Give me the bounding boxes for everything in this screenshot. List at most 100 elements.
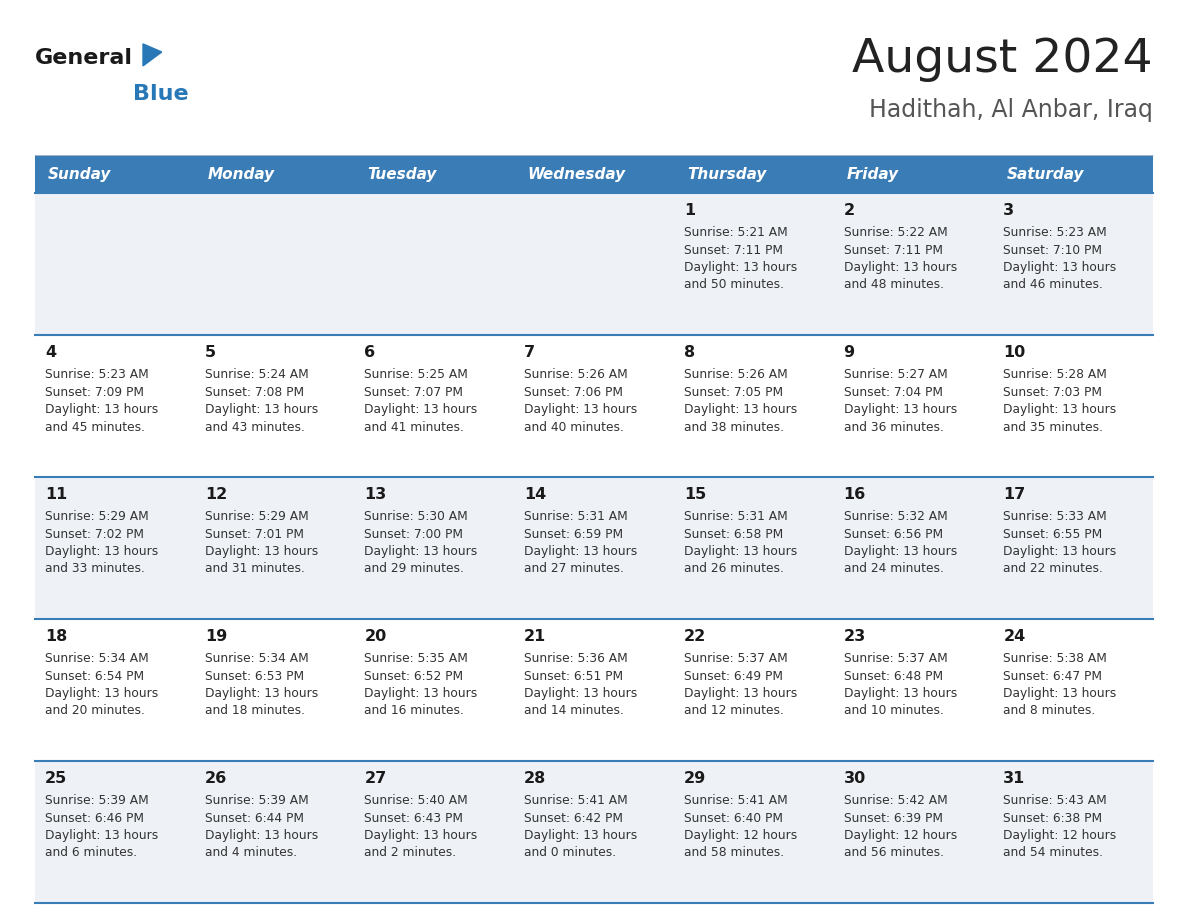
Text: and 22 minutes.: and 22 minutes. <box>1004 563 1104 576</box>
Text: Sunset: 6:43 PM: Sunset: 6:43 PM <box>365 812 463 824</box>
Text: Daylight: 13 hours: Daylight: 13 hours <box>365 829 478 842</box>
Text: 27: 27 <box>365 771 386 786</box>
Text: Sunrise: 5:25 AM: Sunrise: 5:25 AM <box>365 368 468 381</box>
Text: 11: 11 <box>45 487 68 502</box>
Text: Sunrise: 5:43 AM: Sunrise: 5:43 AM <box>1004 794 1107 807</box>
Text: Sunrise: 5:26 AM: Sunrise: 5:26 AM <box>524 368 628 381</box>
Text: August 2024: August 2024 <box>852 38 1154 83</box>
Text: Sunset: 6:51 PM: Sunset: 6:51 PM <box>524 669 624 682</box>
Text: Sunrise: 5:21 AM: Sunrise: 5:21 AM <box>684 226 788 239</box>
Text: Sunset: 6:58 PM: Sunset: 6:58 PM <box>684 528 783 541</box>
Text: Sunrise: 5:39 AM: Sunrise: 5:39 AM <box>45 794 148 807</box>
Text: Sunrise: 5:35 AM: Sunrise: 5:35 AM <box>365 652 468 665</box>
Text: Sunrise: 5:34 AM: Sunrise: 5:34 AM <box>45 652 148 665</box>
Bar <box>34 619 1154 761</box>
Text: Daylight: 12 hours: Daylight: 12 hours <box>1004 829 1117 842</box>
Text: Sunrise: 5:22 AM: Sunrise: 5:22 AM <box>843 226 947 239</box>
Text: Daylight: 13 hours: Daylight: 13 hours <box>1004 687 1117 700</box>
Text: 10: 10 <box>1004 345 1025 360</box>
Text: and 0 minutes.: and 0 minutes. <box>524 846 617 859</box>
Text: 13: 13 <box>365 487 386 502</box>
Text: Wednesday: Wednesday <box>527 166 625 182</box>
Text: Sunset: 6:55 PM: Sunset: 6:55 PM <box>1004 528 1102 541</box>
Text: Daylight: 13 hours: Daylight: 13 hours <box>45 403 158 416</box>
Text: Sunset: 6:42 PM: Sunset: 6:42 PM <box>524 812 624 824</box>
Text: 15: 15 <box>684 487 706 502</box>
Text: Blue: Blue <box>133 84 189 104</box>
Text: and 56 minutes.: and 56 minutes. <box>843 846 943 859</box>
Text: Sunset: 7:00 PM: Sunset: 7:00 PM <box>365 528 463 541</box>
Text: Sunset: 6:46 PM: Sunset: 6:46 PM <box>45 812 144 824</box>
Text: 22: 22 <box>684 629 706 644</box>
Text: Sunset: 7:11 PM: Sunset: 7:11 PM <box>843 243 942 256</box>
Text: Sunset: 6:49 PM: Sunset: 6:49 PM <box>684 669 783 682</box>
Text: and 27 minutes.: and 27 minutes. <box>524 563 624 576</box>
Text: and 41 minutes.: and 41 minutes. <box>365 420 465 433</box>
Text: and 20 minutes.: and 20 minutes. <box>45 704 145 718</box>
Bar <box>34 155 1154 193</box>
Text: and 29 minutes.: and 29 minutes. <box>365 563 465 576</box>
Text: Daylight: 13 hours: Daylight: 13 hours <box>524 687 638 700</box>
Text: Daylight: 13 hours: Daylight: 13 hours <box>524 403 638 416</box>
Text: Sunrise: 5:30 AM: Sunrise: 5:30 AM <box>365 510 468 523</box>
Text: Sunset: 7:04 PM: Sunset: 7:04 PM <box>843 386 942 398</box>
Text: Sunset: 6:39 PM: Sunset: 6:39 PM <box>843 812 942 824</box>
Text: Sunrise: 5:26 AM: Sunrise: 5:26 AM <box>684 368 788 381</box>
Text: Daylight: 13 hours: Daylight: 13 hours <box>204 545 318 558</box>
Bar <box>34 335 1154 477</box>
Text: and 46 minutes.: and 46 minutes. <box>1004 278 1104 292</box>
Text: 4: 4 <box>45 345 56 360</box>
Text: 8: 8 <box>684 345 695 360</box>
Text: and 18 minutes.: and 18 minutes. <box>204 704 304 718</box>
Text: 16: 16 <box>843 487 866 502</box>
Text: and 6 minutes.: and 6 minutes. <box>45 846 137 859</box>
Text: and 58 minutes.: and 58 minutes. <box>684 846 784 859</box>
Text: 12: 12 <box>204 487 227 502</box>
Text: and 10 minutes.: and 10 minutes. <box>843 704 943 718</box>
Text: 24: 24 <box>1004 629 1025 644</box>
Text: and 33 minutes.: and 33 minutes. <box>45 563 145 576</box>
Text: and 36 minutes.: and 36 minutes. <box>843 420 943 433</box>
Text: Sunset: 7:09 PM: Sunset: 7:09 PM <box>45 386 144 398</box>
Text: Sunrise: 5:29 AM: Sunrise: 5:29 AM <box>204 510 309 523</box>
Text: Sunset: 6:40 PM: Sunset: 6:40 PM <box>684 812 783 824</box>
Text: Daylight: 13 hours: Daylight: 13 hours <box>45 829 158 842</box>
Text: 17: 17 <box>1004 487 1025 502</box>
Text: 2: 2 <box>843 203 854 218</box>
Text: Daylight: 13 hours: Daylight: 13 hours <box>684 687 797 700</box>
Text: Sunrise: 5:33 AM: Sunrise: 5:33 AM <box>1004 510 1107 523</box>
Text: 3: 3 <box>1004 203 1015 218</box>
Text: Thursday: Thursday <box>687 166 766 182</box>
Text: Sunrise: 5:24 AM: Sunrise: 5:24 AM <box>204 368 309 381</box>
Text: Sunrise: 5:40 AM: Sunrise: 5:40 AM <box>365 794 468 807</box>
Text: Daylight: 13 hours: Daylight: 13 hours <box>1004 545 1117 558</box>
Bar <box>34 193 1154 335</box>
Text: Sunrise: 5:37 AM: Sunrise: 5:37 AM <box>843 652 947 665</box>
Text: Sunrise: 5:28 AM: Sunrise: 5:28 AM <box>1004 368 1107 381</box>
Text: and 24 minutes.: and 24 minutes. <box>843 563 943 576</box>
Text: Sunset: 7:03 PM: Sunset: 7:03 PM <box>1004 386 1102 398</box>
Text: 5: 5 <box>204 345 216 360</box>
Text: and 16 minutes.: and 16 minutes. <box>365 704 465 718</box>
Text: and 50 minutes.: and 50 minutes. <box>684 278 784 292</box>
Text: 28: 28 <box>524 771 546 786</box>
Text: Sunrise: 5:36 AM: Sunrise: 5:36 AM <box>524 652 628 665</box>
Text: Tuesday: Tuesday <box>367 166 437 182</box>
Text: Sunset: 7:02 PM: Sunset: 7:02 PM <box>45 528 144 541</box>
Text: Sunrise: 5:39 AM: Sunrise: 5:39 AM <box>204 794 309 807</box>
Text: Daylight: 13 hours: Daylight: 13 hours <box>1004 403 1117 416</box>
Text: Daylight: 13 hours: Daylight: 13 hours <box>843 687 956 700</box>
Text: 29: 29 <box>684 771 706 786</box>
Text: Daylight: 13 hours: Daylight: 13 hours <box>684 261 797 274</box>
Text: Daylight: 13 hours: Daylight: 13 hours <box>365 545 478 558</box>
Text: 7: 7 <box>524 345 536 360</box>
Bar <box>34 477 1154 619</box>
Text: Daylight: 13 hours: Daylight: 13 hours <box>843 545 956 558</box>
Text: Sunset: 6:54 PM: Sunset: 6:54 PM <box>45 669 144 682</box>
Text: 30: 30 <box>843 771 866 786</box>
Bar <box>34 761 1154 903</box>
Text: Sunday: Sunday <box>48 166 112 182</box>
Text: Sunset: 6:59 PM: Sunset: 6:59 PM <box>524 528 624 541</box>
Text: Sunset: 7:10 PM: Sunset: 7:10 PM <box>1004 243 1102 256</box>
Text: Sunset: 7:05 PM: Sunset: 7:05 PM <box>684 386 783 398</box>
